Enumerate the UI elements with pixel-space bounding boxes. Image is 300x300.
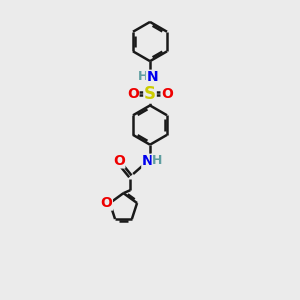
Text: N: N bbox=[146, 70, 158, 84]
Text: O: O bbox=[161, 87, 173, 101]
Text: H: H bbox=[152, 154, 163, 167]
Text: S: S bbox=[144, 85, 156, 103]
Text: O: O bbox=[100, 196, 112, 210]
Text: O: O bbox=[127, 87, 139, 101]
Text: N: N bbox=[142, 154, 154, 168]
Text: O: O bbox=[113, 154, 125, 168]
Text: H: H bbox=[137, 70, 148, 83]
